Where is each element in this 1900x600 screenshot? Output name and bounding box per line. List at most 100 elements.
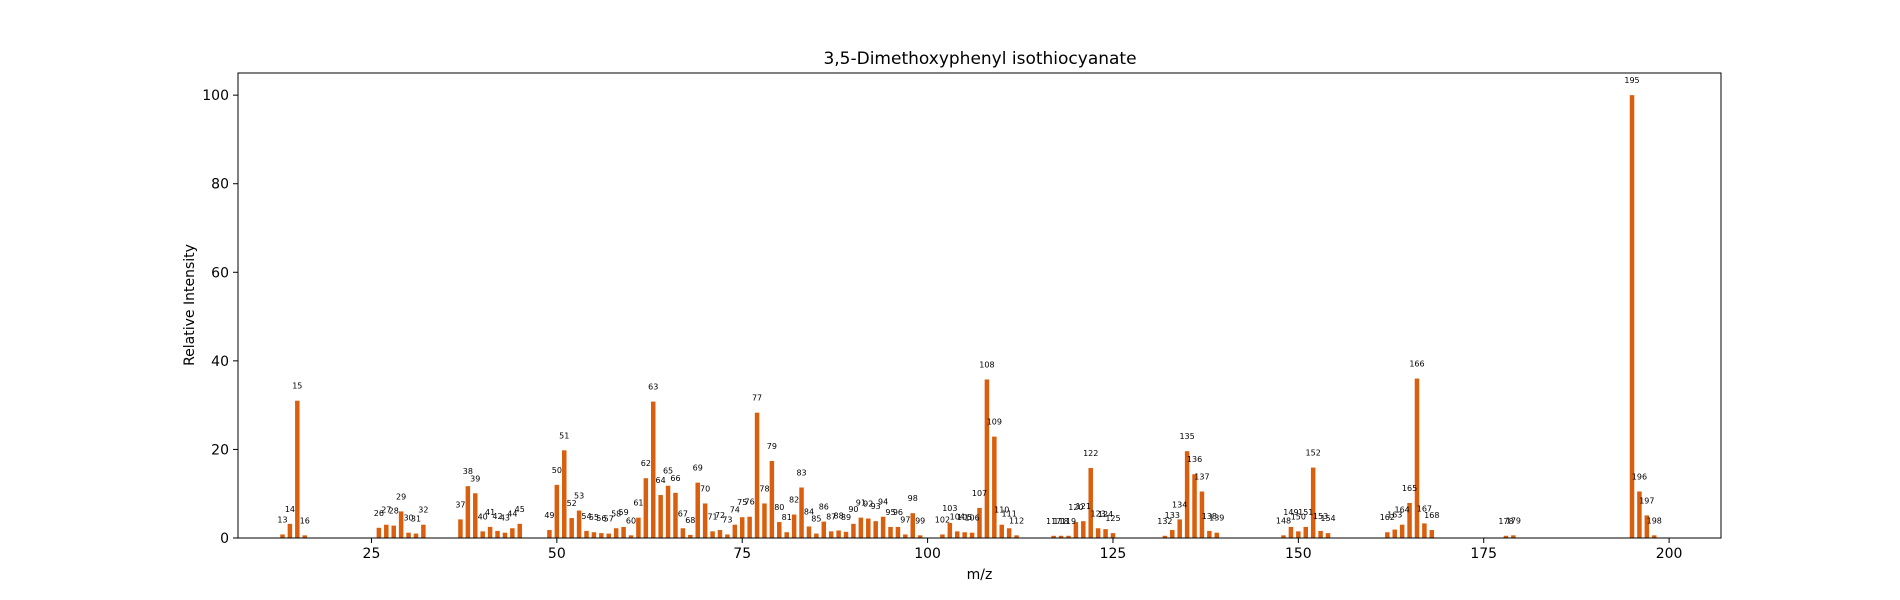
bar — [1170, 530, 1175, 538]
peak-label: 45 — [515, 505, 525, 514]
bar — [1429, 530, 1435, 538]
x-tick-label: 25 — [363, 546, 381, 562]
bar — [843, 531, 849, 538]
bar — [680, 528, 686, 538]
peak-label: 79 — [767, 442, 777, 451]
peak-label: 80 — [774, 503, 784, 512]
bar — [880, 516, 886, 538]
peak-label: 119 — [1061, 517, 1076, 526]
bar — [725, 534, 730, 538]
peak-label: 63 — [648, 383, 658, 392]
chart-title: 3,5-Dimethoxyphenyl isothiocyanate — [823, 49, 1136, 69]
peak-label: 39 — [470, 474, 480, 483]
peak-label: 125 — [1105, 514, 1120, 523]
bar — [903, 534, 908, 538]
bar — [413, 533, 419, 538]
peak-label: 179 — [1506, 516, 1521, 525]
peak-label: 62 — [641, 459, 651, 468]
bar — [806, 526, 812, 538]
peak-label: 64 — [656, 476, 666, 485]
peak-label: 32 — [418, 506, 428, 515]
peak-label: 56 — [596, 514, 606, 523]
bar — [1081, 521, 1086, 538]
bar — [710, 531, 715, 538]
peak-label: 166 — [1409, 360, 1424, 369]
peak-label: 124 — [1098, 510, 1113, 519]
peak-label: 53 — [574, 492, 584, 501]
bar — [1066, 535, 1071, 538]
peak-label: 89 — [841, 513, 851, 522]
x-tick-label: 150 — [1285, 546, 1312, 562]
bar — [969, 532, 975, 538]
bar — [599, 533, 604, 538]
bar — [1184, 451, 1190, 538]
bar — [955, 531, 960, 538]
bar — [836, 530, 841, 538]
bar — [940, 534, 945, 538]
bar — [636, 517, 641, 538]
peak-label: 139 — [1209, 514, 1224, 523]
bar — [873, 521, 878, 538]
bar — [1288, 526, 1294, 538]
peak-label: 137 — [1194, 473, 1209, 482]
bar — [1207, 530, 1212, 538]
peak-label: 70 — [700, 484, 710, 493]
x-axis: 25 50 75 100 125 150 175 200 — [363, 538, 1682, 562]
peak-label: 81 — [782, 513, 792, 522]
peak-label: 82 — [789, 496, 799, 505]
peak-label: 29 — [396, 492, 406, 501]
bar — [1162, 535, 1168, 538]
peak-label: 133 — [1165, 511, 1180, 520]
peak-label: 110 — [994, 506, 1009, 515]
bar — [465, 486, 471, 538]
bar — [917, 535, 923, 538]
peak-label: 196 — [1632, 473, 1647, 482]
peak-label: 98 — [908, 494, 918, 503]
bar — [695, 482, 700, 538]
peak-label: 120 — [1068, 503, 1083, 512]
bar — [1407, 503, 1412, 538]
y-axis: 0 20 40 60 80 100 — [202, 88, 238, 547]
bar — [739, 517, 745, 538]
peak-label: 51 — [559, 431, 569, 440]
bar — [1051, 535, 1056, 538]
bar — [1303, 526, 1309, 538]
peak-label: 27 — [381, 506, 391, 515]
bar — [376, 527, 382, 538]
bar — [747, 516, 752, 538]
peak-label: 90 — [848, 505, 858, 514]
bar — [517, 523, 523, 538]
peak-label: 83 — [796, 469, 806, 478]
peak-label: 71 — [707, 512, 717, 521]
peak-label: 135 — [1179, 432, 1194, 441]
peak-label: 198 — [1647, 516, 1662, 525]
peak-label: 84 — [804, 507, 814, 516]
peak-label: 38 — [463, 467, 473, 476]
bar — [665, 485, 671, 538]
bar — [473, 493, 478, 538]
peak-label: 112 — [1009, 516, 1024, 525]
peak-label: 65 — [663, 467, 673, 476]
peak-label: 153 — [1313, 512, 1328, 521]
x-tick-label: 100 — [914, 546, 941, 562]
peak-label: 134 — [1172, 500, 1187, 509]
peak-label: 168 — [1424, 511, 1439, 520]
bar — [1095, 528, 1101, 538]
bar — [992, 436, 997, 538]
peak-label: 195 — [1624, 76, 1639, 85]
bar — [1644, 515, 1650, 538]
peak-label: 58 — [611, 509, 621, 518]
plot-frame — [237, 72, 1722, 539]
bar — [1511, 535, 1516, 538]
peak-label: 136 — [1187, 455, 1202, 464]
peak-label: 108 — [979, 360, 994, 369]
bar — [1629, 95, 1635, 538]
bar — [384, 524, 389, 538]
y-tick-label: 20 — [211, 442, 229, 458]
bar — [613, 528, 619, 538]
bar — [1392, 529, 1397, 538]
peak-label: 85 — [811, 515, 821, 524]
bar — [658, 495, 663, 538]
peak-label: 60 — [626, 516, 636, 525]
peak-label: 54 — [581, 512, 591, 521]
